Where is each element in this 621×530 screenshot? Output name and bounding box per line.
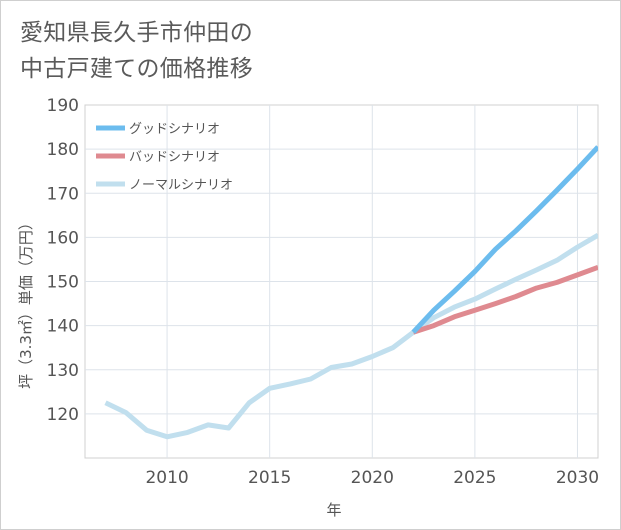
- x-tick-label-2020: 2020: [351, 468, 394, 488]
- chart-title: 愛知県長久手市仲田の 中古戸建ての価格推移: [20, 15, 380, 87]
- x-tick-label-2015: 2015: [248, 468, 291, 488]
- x-axis-label: 年: [326, 501, 341, 519]
- y-tick-label-150: 150: [47, 273, 79, 293]
- series-layer: [104, 145, 598, 440]
- y-axis-label: 坪（3.3㎡）単価（万円）: [17, 215, 35, 389]
- legend-label-normal: ノーマルシナリオ: [129, 178, 233, 193]
- axis-layer: 120 130 140 150 160 170 180 190 2010 2015 2020 2025…: [47, 96, 600, 488]
- y-tick-label-120: 120: [47, 405, 79, 425]
- grid-layer: [85, 105, 598, 458]
- series-line-bad: [412, 265, 598, 335]
- y-tick-label-180: 180: [47, 140, 79, 160]
- y-tick-label-130: 130: [47, 361, 79, 381]
- x-tick-label-2025: 2025: [453, 468, 496, 488]
- series-line-good: [411, 145, 598, 334]
- x-tick-label-2030: 2030: [556, 468, 599, 488]
- x-tick-label-2010: 2010: [145, 468, 188, 488]
- series-line-normal: [104, 233, 598, 440]
- chart-title-line-2: 中古戸建ての価格推移: [20, 56, 253, 82]
- chart-title-line-1: 愛知県長久手市仲田の: [20, 20, 253, 46]
- legend-label-bad: バッドシナリオ: [129, 150, 220, 165]
- legend-label-good: グッドシナリオ: [129, 122, 220, 137]
- y-tick-label-170: 170: [47, 184, 79, 204]
- y-tick-label-190: 190: [47, 96, 79, 116]
- y-tick-label-140: 140: [47, 317, 79, 337]
- y-tick-label-160: 160: [47, 228, 79, 248]
